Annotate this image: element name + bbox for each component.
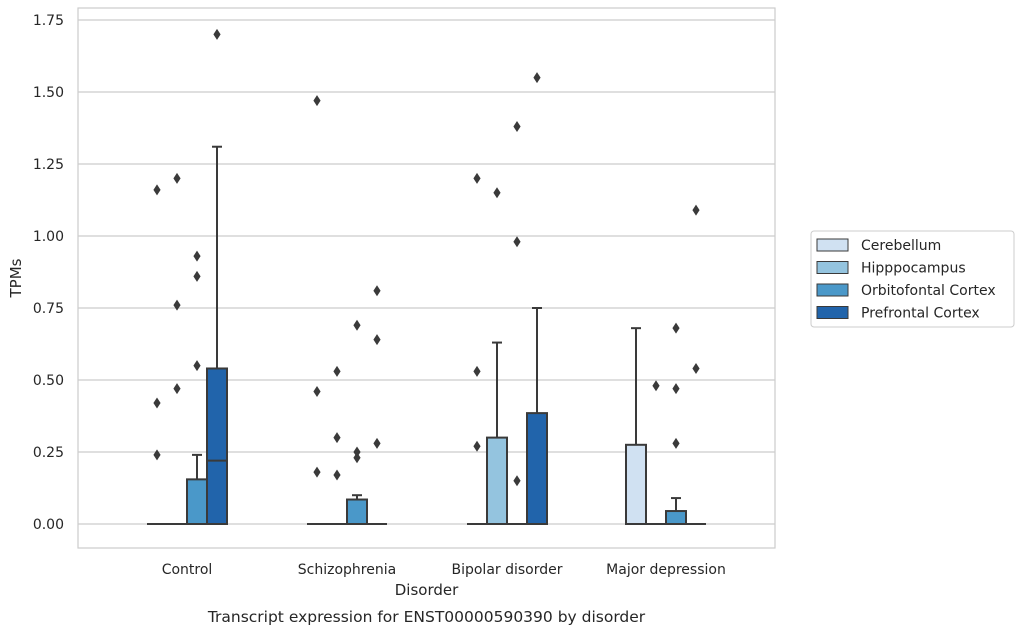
outlier-point bbox=[692, 204, 700, 216]
outlier-point bbox=[513, 121, 521, 133]
y-tick-labels: 0.00 0.25 0.50 0.75 1.00 1.25 1.50 1.75 bbox=[33, 13, 64, 533]
box-body bbox=[486, 436, 508, 526]
outlier-point bbox=[153, 449, 161, 461]
legend-items: Cerebellum Hipppocampus Orbitofontal Corte… bbox=[816, 238, 996, 322]
outlier-point bbox=[173, 299, 181, 311]
box-body bbox=[186, 478, 208, 525]
y-tick-label: 0.25 bbox=[33, 445, 64, 461]
box-orbitofontal-cortex bbox=[665, 497, 687, 526]
x-tick-label: Schizophrenia bbox=[298, 562, 396, 578]
y-tick-label: 1.25 bbox=[33, 157, 64, 173]
x-tick-label: Major depression bbox=[606, 562, 726, 578]
outlier-point bbox=[652, 380, 660, 392]
box-body bbox=[346, 498, 368, 525]
outlier-point bbox=[513, 475, 521, 487]
x-tick-label: Control bbox=[162, 562, 213, 578]
legend: Cerebellum Hipppocampus Orbitofontal Corte… bbox=[810, 230, 1015, 328]
outlier-point bbox=[193, 250, 201, 262]
outlier-point bbox=[173, 383, 181, 395]
outlier-point bbox=[333, 432, 341, 444]
outlier-point bbox=[473, 365, 481, 377]
outlier-point bbox=[193, 360, 201, 372]
outlier-point bbox=[473, 172, 481, 184]
box-prefrontal-cortex bbox=[206, 145, 228, 526]
outlier-point bbox=[313, 386, 321, 398]
x-tick-label: Bipolar disorder bbox=[451, 562, 562, 578]
outlier-point bbox=[313, 95, 321, 107]
box-orbitofontal-cortex bbox=[346, 494, 368, 525]
legend-swatch bbox=[816, 238, 849, 252]
box-hipppocampus bbox=[486, 341, 508, 526]
outlier-point bbox=[353, 446, 361, 458]
outlier-point bbox=[333, 365, 341, 377]
outlier-point bbox=[493, 187, 501, 199]
y-tick-label: 0.75 bbox=[33, 301, 64, 317]
box-body bbox=[206, 367, 228, 526]
x-axis-label: Disorder bbox=[395, 581, 459, 599]
plot-area bbox=[77, 7, 776, 549]
outlier-point bbox=[672, 322, 680, 334]
box-body bbox=[665, 510, 687, 526]
y-axis-label: TPMs bbox=[7, 258, 25, 298]
outlier-point bbox=[513, 236, 521, 248]
outlier-point bbox=[193, 270, 201, 282]
outlier-point bbox=[313, 466, 321, 478]
legend-label: Cerebellum bbox=[861, 238, 941, 254]
chart-title: Transcript expression for ENST0000059039… bbox=[207, 608, 646, 626]
box-cerebellum bbox=[625, 327, 647, 525]
legend-label: Prefrontal Cortex bbox=[861, 306, 980, 322]
legend-swatch bbox=[816, 261, 849, 274]
outlier-point bbox=[473, 440, 481, 452]
legend-swatch bbox=[816, 283, 849, 297]
legend-swatch bbox=[816, 306, 849, 319]
legend-frame bbox=[810, 230, 1015, 328]
outlier-point bbox=[333, 469, 341, 481]
grid-lines bbox=[78, 19, 775, 525]
outlier-point bbox=[353, 452, 361, 464]
boxes bbox=[147, 145, 706, 526]
y-tick-label: 1.75 bbox=[33, 13, 64, 29]
box-body bbox=[625, 443, 647, 525]
outlier-point bbox=[213, 28, 221, 40]
y-tick-label: 1.00 bbox=[33, 229, 64, 245]
outlier-points bbox=[153, 28, 700, 487]
outlier-point bbox=[353, 319, 361, 331]
y-tick-label: 1.50 bbox=[33, 85, 64, 101]
outlier-point bbox=[153, 397, 161, 409]
legend-label: Orbitofontal Cortex bbox=[861, 283, 996, 299]
outlier-point bbox=[173, 172, 181, 184]
outlier-point bbox=[153, 184, 161, 196]
outlier-point bbox=[672, 383, 680, 395]
y-tick-label: 0.00 bbox=[33, 517, 64, 533]
y-tick-label: 0.50 bbox=[33, 373, 64, 389]
box-prefrontal-cortex bbox=[526, 307, 548, 525]
box-body bbox=[526, 412, 548, 525]
outlier-point bbox=[692, 362, 700, 374]
outlier-point bbox=[373, 334, 381, 346]
x-tick-labels: Control Schizophrenia Bipolar disorder Majo… bbox=[162, 562, 726, 578]
outlier-point bbox=[672, 437, 680, 449]
outlier-point bbox=[373, 437, 381, 449]
outlier-point bbox=[373, 285, 381, 297]
legend-label: Hipppocampus bbox=[861, 261, 966, 277]
outlier-point bbox=[533, 72, 541, 84]
